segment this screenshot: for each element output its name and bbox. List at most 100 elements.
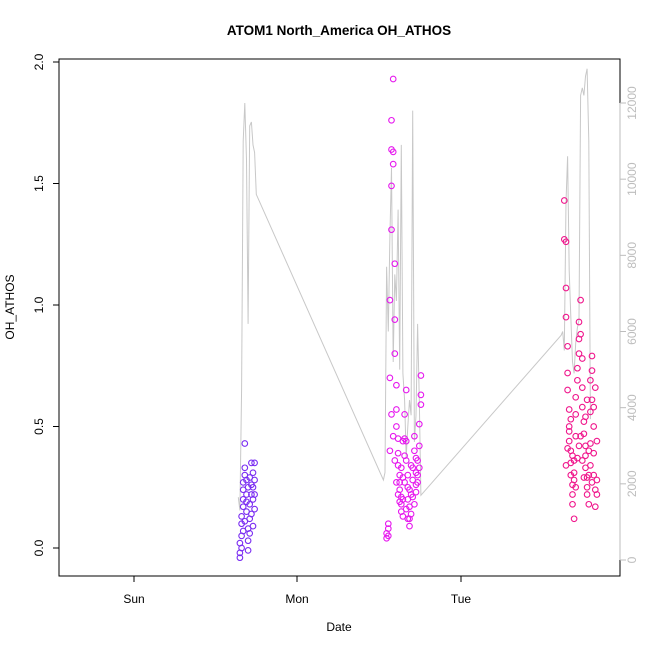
y-right-tick-label: 2000 — [625, 470, 639, 497]
data-point — [574, 364, 581, 372]
data-point — [388, 116, 395, 124]
data-point — [248, 510, 255, 518]
data-point — [585, 447, 593, 455]
data-point — [393, 479, 400, 486]
data-point — [587, 408, 594, 416]
data-point — [575, 350, 583, 357]
data-point — [562, 462, 570, 469]
data-point — [565, 406, 573, 413]
y-right-tick-label: 6000 — [625, 318, 639, 345]
data-point — [393, 381, 400, 389]
data-point — [417, 391, 425, 399]
data-point — [577, 296, 584, 304]
data-point — [389, 75, 397, 83]
data-point — [407, 510, 415, 518]
data-point — [582, 413, 589, 421]
data-point — [587, 440, 594, 447]
data-point — [243, 491, 250, 498]
data-point — [248, 459, 255, 467]
data-point — [241, 464, 249, 472]
data-point — [578, 355, 586, 362]
data-point — [246, 530, 254, 537]
y-tick-label: 1.0 — [32, 296, 46, 313]
data-point — [572, 432, 580, 440]
data-point — [583, 396, 591, 404]
data-point — [388, 226, 395, 234]
data-point — [393, 406, 400, 413]
line-series-path — [237, 68, 591, 511]
data-point — [414, 471, 421, 479]
data-point — [570, 476, 578, 484]
x-axis-label: Date — [326, 620, 352, 634]
data-point — [386, 447, 394, 455]
data-point — [565, 423, 573, 430]
data-point — [244, 537, 252, 545]
data-point — [587, 376, 594, 384]
data-point — [401, 479, 408, 486]
data-point — [590, 423, 598, 430]
data-point — [593, 437, 601, 445]
data-point — [404, 471, 412, 479]
data-point — [394, 449, 402, 457]
data-point — [588, 352, 596, 360]
data-point — [564, 342, 571, 350]
data-point — [415, 464, 423, 472]
data-point — [577, 330, 584, 338]
data-point — [415, 420, 423, 428]
data-point — [249, 483, 257, 491]
data-point — [411, 500, 418, 508]
data-point — [417, 372, 425, 379]
data-point — [244, 483, 252, 491]
y-right-tick-label: 10000 — [625, 162, 639, 196]
data-point — [583, 491, 591, 498]
data-point — [415, 442, 423, 450]
data-point — [565, 437, 573, 445]
data-point — [583, 483, 591, 491]
data-point — [590, 471, 598, 479]
x-tick-label: Tue — [451, 592, 472, 606]
data-point — [562, 238, 570, 246]
data-point — [246, 474, 254, 481]
data-point — [570, 469, 578, 477]
y-tick-label: 2.0 — [32, 53, 46, 70]
data-point — [394, 491, 402, 498]
plot-box — [58, 58, 621, 577]
data-point — [391, 350, 399, 357]
data-point — [241, 440, 249, 447]
data-point — [580, 474, 588, 481]
data-point — [391, 457, 399, 464]
data-point — [572, 411, 580, 418]
data-point — [588, 367, 596, 374]
data-point — [565, 428, 573, 435]
data-point — [404, 515, 412, 523]
data-point — [388, 182, 395, 190]
data-point — [249, 522, 257, 530]
data-point — [412, 488, 420, 496]
points-layer — [236, 75, 601, 562]
data-point — [407, 462, 415, 469]
data-point — [562, 313, 570, 321]
data-point — [574, 376, 581, 384]
data-point — [572, 483, 580, 491]
data-point — [578, 384, 586, 391]
data-point — [578, 403, 586, 411]
y-right-tick-label: 4000 — [625, 394, 639, 421]
data-point — [417, 401, 425, 408]
axes-layer: 0.0 0.5 1.0 1.5 2.0 Sun Mon Tue 0 2000 4000 6000 800… — [32, 53, 639, 606]
data-point — [241, 517, 249, 525]
data-point — [588, 396, 596, 404]
data-point — [578, 457, 586, 464]
data-point — [590, 403, 598, 411]
data-point — [572, 393, 580, 401]
data-point — [396, 498, 404, 506]
data-point — [562, 284, 570, 292]
data-point — [249, 469, 257, 477]
data-point — [593, 491, 601, 498]
data-point — [397, 464, 405, 472]
data-point — [577, 432, 584, 440]
data-point — [238, 544, 245, 552]
x-tick-label: Mon — [285, 592, 308, 606]
data-point — [414, 479, 421, 486]
data-point — [239, 503, 247, 511]
